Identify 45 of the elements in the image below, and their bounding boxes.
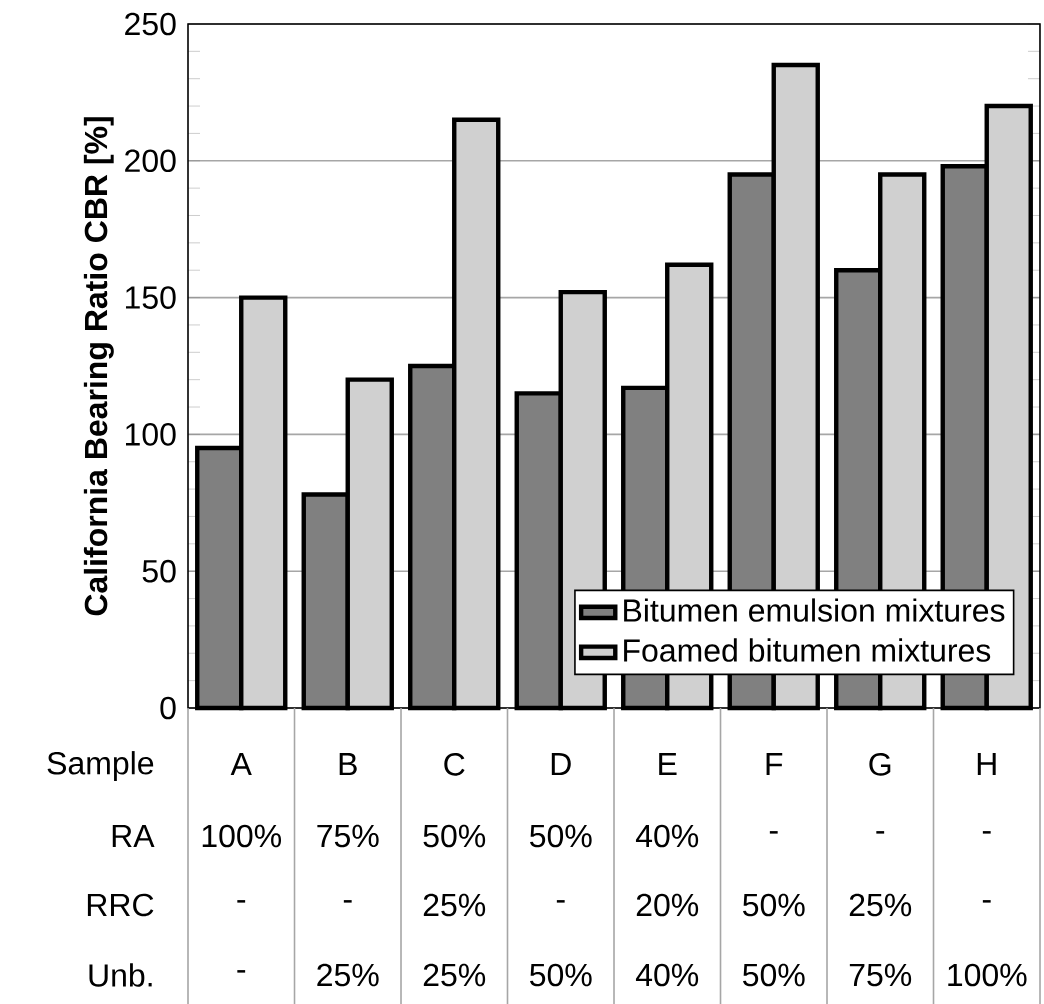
text: - [237, 970, 246, 973]
text: 40% [635, 963, 699, 987]
text: 100% [948, 963, 1027, 987]
x-tick-label: A [230, 753, 252, 776]
text: 50% [530, 824, 592, 848]
x-tick-label: H [977, 753, 996, 776]
text: 75% [317, 824, 379, 848]
text: 25% [849, 893, 912, 917]
text: RRC [87, 893, 154, 917]
text: - [556, 900, 565, 903]
legend-label: Foamed bitumen mixtures [624, 638, 991, 662]
x-tick-label: G [869, 753, 891, 776]
y-tick-label: 0 [160, 696, 176, 720]
y-tick-label: 100 [125, 423, 176, 446]
y-tick-label: 250 [125, 12, 176, 36]
text: - [982, 831, 991, 834]
text: 40% [635, 824, 699, 848]
text: - [982, 900, 991, 903]
y-tick-label: 200 [125, 149, 176, 173]
text: 50% [743, 963, 805, 987]
legend-label: Bitumen emulsion mixtures [624, 598, 1005, 622]
text: 50% [423, 824, 486, 848]
text: 100% [202, 824, 282, 848]
x-tick-label: D [551, 753, 571, 776]
y-axis-title: California Bearing Ratio CBR [%] [83, 117, 114, 616]
text: 50% [530, 963, 592, 987]
x-tick-label: C [444, 753, 465, 776]
text: - [769, 831, 778, 834]
x-tick-label: B [339, 753, 357, 776]
text: 25% [423, 963, 486, 987]
text: 50% [743, 893, 805, 917]
x-axis-title: Sample [47, 751, 154, 781]
text: - [876, 831, 885, 834]
text: 75% [849, 963, 912, 987]
text: Unb. [89, 963, 152, 987]
y-tick-label: 150 [125, 286, 176, 309]
y-tick-label: 50 [142, 559, 176, 583]
text: - [237, 900, 246, 903]
x-tick-label: E [659, 753, 677, 776]
text: 20% [636, 893, 699, 917]
text: RA [112, 824, 155, 847]
text: 25% [423, 893, 486, 917]
text: - [343, 900, 352, 903]
x-tick-label: F [766, 753, 783, 776]
text: 25% [317, 963, 379, 987]
